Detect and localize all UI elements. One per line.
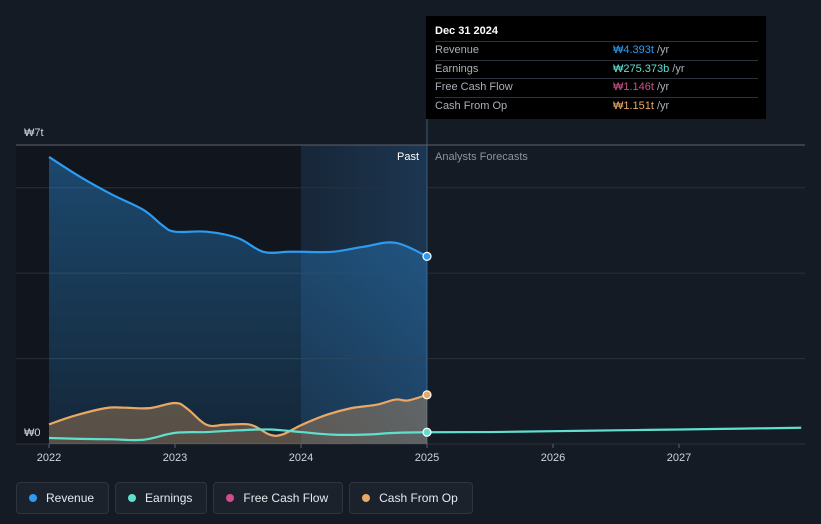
tooltip-row: Cash From Op ₩1.151t/yr bbox=[435, 96, 758, 116]
tooltip-row-unit: /yr bbox=[656, 99, 670, 112]
tooltip-row-value: ₩4.393t bbox=[613, 44, 654, 56]
tooltip-row: Revenue ₩4.393t/yr bbox=[435, 41, 758, 60]
x-tick-label: 2027 bbox=[667, 452, 691, 464]
tooltip-row: Free Cash Flow ₩1.146t/yr bbox=[435, 78, 758, 97]
cash-from-op-area bbox=[49, 394, 427, 444]
legend-item-earnings[interactable]: Earnings bbox=[115, 482, 208, 514]
x-tick-label: 2024 bbox=[289, 452, 313, 464]
revenue-area bbox=[49, 156, 427, 444]
cash-from-op-line bbox=[48, 393, 428, 437]
x-tick-label: 2026 bbox=[541, 452, 565, 464]
legend-label: Revenue bbox=[46, 491, 95, 505]
forecast-label: Analysts Forecasts bbox=[435, 151, 528, 163]
legend-item-free-cash-flow[interactable]: Free Cash Flow bbox=[213, 482, 344, 514]
tooltip-date: Dec 31 2024 bbox=[435, 25, 498, 37]
tooltip-row-value: ₩275.373b bbox=[613, 62, 670, 75]
tooltip-row-value: ₩1.146t bbox=[613, 81, 654, 93]
y-axis-top-label: ₩7t bbox=[24, 127, 44, 139]
x-tick-label: 2022 bbox=[37, 452, 61, 464]
tooltip-row-label: Revenue bbox=[435, 44, 480, 56]
legend-item-revenue[interactable]: Revenue bbox=[16, 482, 110, 514]
revenue-line bbox=[48, 156, 428, 258]
tooltip-row: Earnings ₩275.373b/yr bbox=[435, 59, 758, 79]
legend-dot-icon bbox=[128, 494, 137, 502]
legend-dot-icon bbox=[226, 494, 235, 502]
y-axis-bottom-label: ₩0 bbox=[24, 427, 41, 439]
legend-label: Earnings bbox=[145, 491, 193, 505]
tooltip-row-unit: /yr bbox=[656, 81, 670, 93]
x-tick-label: 2023 bbox=[163, 452, 187, 464]
tooltip-row-label: Cash From Op bbox=[435, 99, 508, 112]
legend-dot-icon bbox=[362, 494, 371, 502]
tooltip-row-value: ₩1.151t bbox=[613, 99, 654, 112]
tooltip-row-label: Earnings bbox=[435, 62, 479, 75]
x-tick-label: 2025 bbox=[415, 452, 439, 464]
legend-label: Cash From Op bbox=[379, 491, 458, 505]
revenue-marker bbox=[422, 251, 432, 261]
tooltip: Dec 31 2024 Revenue ₩4.393t/yr Earnings ₩27… bbox=[426, 16, 766, 119]
cash-from-op-marker bbox=[422, 390, 432, 400]
legend-item-cash-from-op[interactable]: Cash From Op bbox=[349, 482, 473, 514]
earnings-line bbox=[48, 426, 802, 442]
past-label: Past bbox=[397, 151, 419, 163]
earnings-marker bbox=[422, 427, 432, 437]
legend-dot-icon bbox=[29, 494, 37, 502]
tooltip-row-unit: /yr bbox=[656, 44, 670, 56]
chart-area: ₩7t ₩0 2022 2023 2024 2025 2026 2027 Past Analyst… bbox=[16, 18, 805, 464]
legend: Revenue Earnings Free Cash Flow Cash From O… bbox=[16, 482, 473, 514]
tooltip-row-label: Free Cash Flow bbox=[435, 81, 513, 93]
legend-label: Free Cash Flow bbox=[243, 491, 329, 505]
tooltip-row-unit: /yr bbox=[672, 62, 685, 75]
